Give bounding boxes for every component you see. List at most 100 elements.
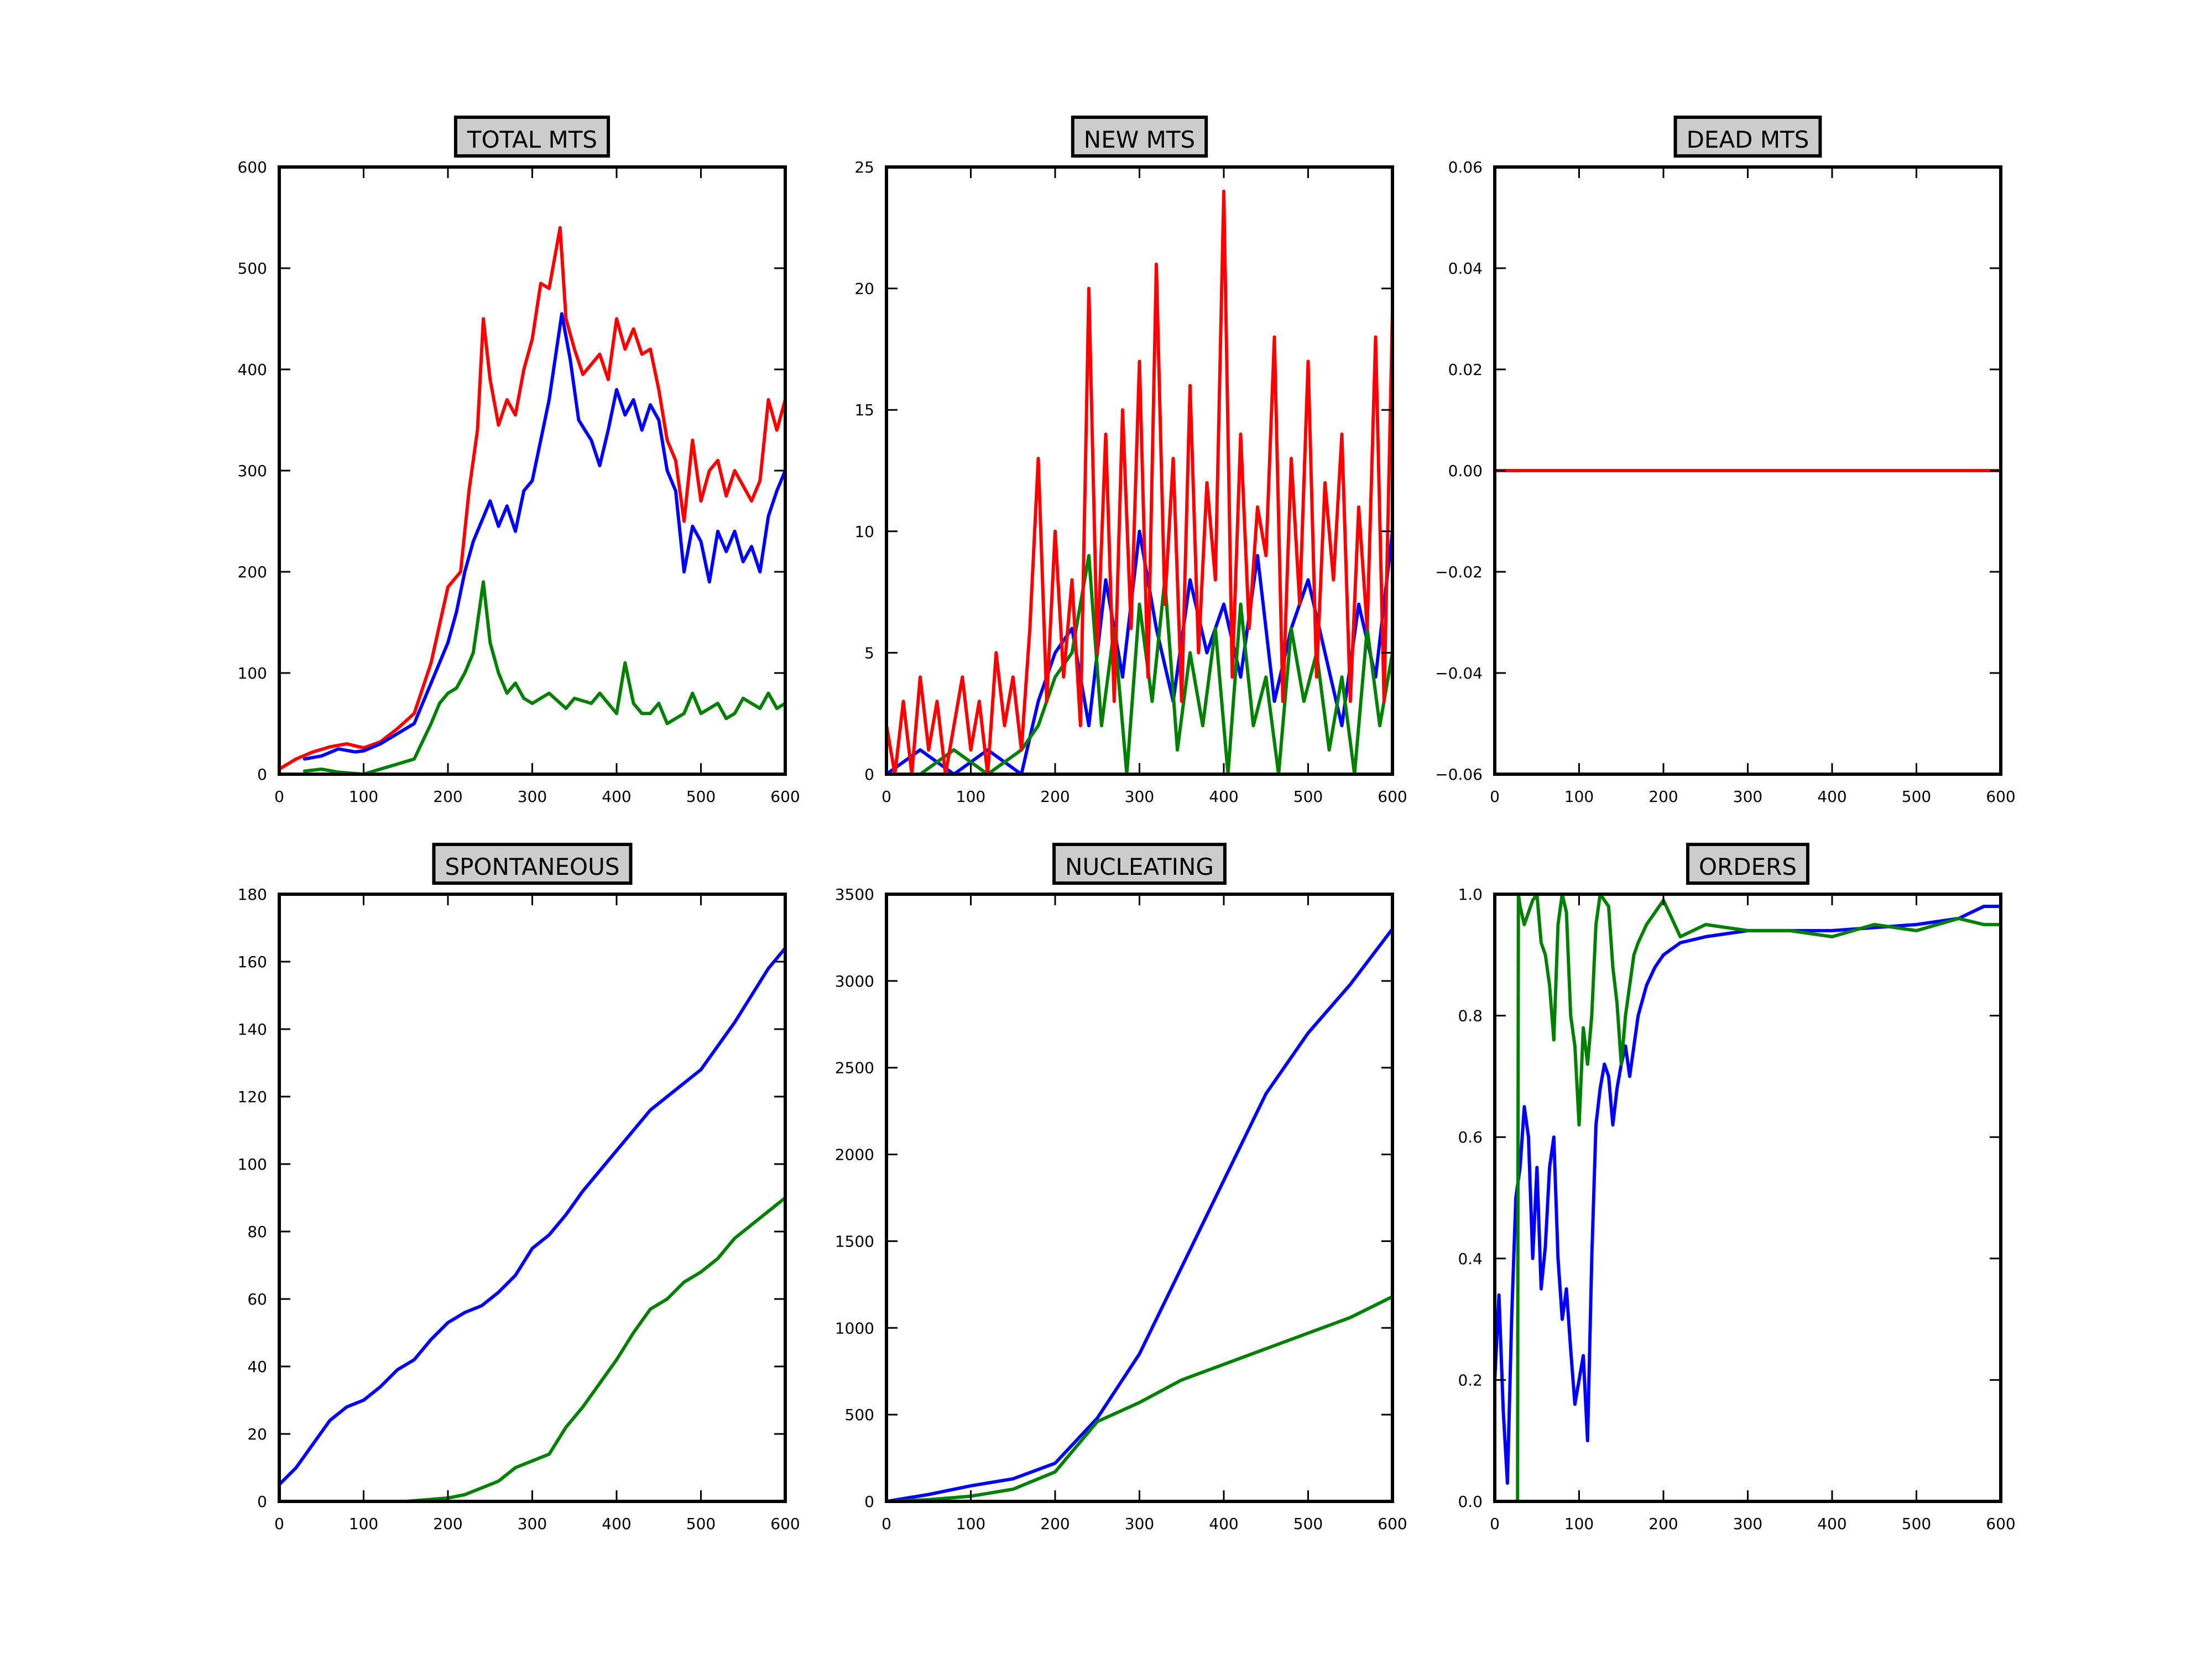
chart-title: DEAD MTS bbox=[1673, 116, 1822, 158]
series-line-1 bbox=[1495, 905, 2001, 1485]
x-tick-label: 100 bbox=[956, 1515, 985, 1533]
axes-frame bbox=[278, 893, 787, 1503]
chart-panel-6: 0 100 200 300 400 500 600 0.0 0.2 0.4 0.6 0.8 1.0 ORD… bbox=[1458, 843, 2016, 1533]
y-tick-label: 500 bbox=[238, 259, 267, 278]
x-tick-label: 200 bbox=[1648, 1515, 1678, 1533]
x-tick-label: 300 bbox=[518, 1515, 547, 1533]
x-tick-label: 600 bbox=[1986, 787, 2015, 806]
y-tick-label: 120 bbox=[238, 1088, 267, 1106]
y-tick-label: 0.4 bbox=[1458, 1250, 1483, 1268]
x-tick-label: 500 bbox=[1902, 1515, 1931, 1533]
y-tick-label: 3000 bbox=[835, 972, 874, 990]
series-line-1 bbox=[279, 226, 785, 771]
chart-title-text: DEAD MTS bbox=[1687, 126, 1809, 153]
y-tick-label: −0.06 bbox=[1435, 765, 1483, 784]
chart-title: NEW MTS bbox=[1071, 116, 1208, 158]
y-tick-label: 2500 bbox=[835, 1059, 874, 1077]
x-tick-label: 100 bbox=[349, 1515, 378, 1533]
chart-title-text: NEW MTS bbox=[1084, 126, 1195, 153]
title-box bbox=[453, 116, 611, 158]
x-tick-label: 200 bbox=[433, 787, 462, 806]
y-tick-label: 0 bbox=[864, 1493, 874, 1511]
x-tick-label: 300 bbox=[1125, 1515, 1154, 1533]
series-line-1 bbox=[279, 946, 785, 1486]
x-tick-label: 500 bbox=[1293, 787, 1323, 806]
x-tick-label: 300 bbox=[1733, 787, 1762, 806]
y-tick-label: 0.0 bbox=[1458, 1493, 1483, 1511]
x-tick-label: 500 bbox=[686, 1515, 716, 1533]
y-tick-label: 10 bbox=[854, 523, 874, 541]
x-tick-label: 0 bbox=[881, 787, 891, 806]
y-tick-label: 180 bbox=[238, 885, 267, 904]
x-tick-label: 100 bbox=[1564, 787, 1594, 806]
y-tick-label: 20 bbox=[247, 1425, 267, 1443]
title-box bbox=[1686, 843, 1809, 885]
title-box bbox=[1071, 116, 1208, 158]
y-tick-label: 140 bbox=[238, 1020, 267, 1039]
title-box bbox=[1052, 843, 1227, 885]
y-tick-label: 1000 bbox=[835, 1319, 874, 1337]
y-tick-label: 3500 bbox=[835, 885, 874, 904]
x-tick-label: 200 bbox=[1040, 787, 1070, 806]
chart-panel-5: 0 100 200 300 400 500 600 0 500 1000 1500 2000 2500 3… bbox=[835, 843, 1407, 1533]
y-tick-label: 0.04 bbox=[1448, 259, 1483, 278]
chart-panel-3: 0 100 200 300 400 500 600 −0.06 −0.04 −0.02 0.00 0.… bbox=[1435, 116, 2016, 806]
y-tick-label: 0.2 bbox=[1458, 1371, 1483, 1389]
chart-panel-1: 0 100 200 300 400 500 600 0 100 200 300 400 500 600 TO… bbox=[238, 116, 800, 806]
x-tick-label: 400 bbox=[1209, 787, 1238, 806]
y-tick-label: 20 bbox=[854, 280, 874, 298]
x-tick-label: 500 bbox=[686, 787, 716, 806]
x-tick-label: 200 bbox=[1648, 787, 1678, 806]
title-box bbox=[1673, 116, 1822, 158]
y-tick-label: 0.06 bbox=[1448, 158, 1483, 176]
axes-frame bbox=[885, 893, 1394, 1503]
x-tick-label: 500 bbox=[1902, 787, 1931, 806]
y-tick-label: 100 bbox=[238, 1155, 267, 1173]
x-tick-label: 200 bbox=[433, 1515, 462, 1533]
chart-title-text: ORDERS bbox=[1699, 853, 1797, 880]
y-tick-label: −0.04 bbox=[1435, 664, 1483, 682]
y-tick-label: 15 bbox=[854, 401, 874, 419]
chart-title: NUCLEATING bbox=[1052, 843, 1227, 885]
chart-title-text: TOTAL MTS bbox=[467, 126, 597, 153]
series-line-2 bbox=[886, 1295, 1392, 1501]
chart-panel-4: 0 100 200 300 400 500 600 0 20 40 60 80 100 120 140 160… bbox=[238, 843, 800, 1533]
y-tick-label: 0.6 bbox=[1458, 1128, 1483, 1146]
x-tick-label: 400 bbox=[602, 787, 631, 806]
chart-title: SPONTANEOUS bbox=[432, 843, 633, 885]
x-tick-label: 400 bbox=[1817, 787, 1846, 806]
y-tick-label: 2000 bbox=[835, 1146, 874, 1164]
series-line-3 bbox=[302, 580, 785, 774]
x-tick-label: 600 bbox=[1378, 1515, 1407, 1533]
y-tick-label: 500 bbox=[845, 1406, 874, 1424]
x-tick-label: 600 bbox=[770, 787, 800, 806]
x-tick-label: 100 bbox=[1564, 1515, 1594, 1533]
y-tick-label: 0 bbox=[864, 765, 874, 784]
y-tick-label: 0.02 bbox=[1448, 361, 1483, 379]
y-tick-label: 5 bbox=[864, 644, 874, 662]
y-tick-label: 60 bbox=[247, 1290, 267, 1308]
x-tick-label: 0 bbox=[274, 1515, 284, 1533]
chart-panel-2: 0 100 200 300 400 500 600 0 5 10 15 20 25 NEW MTS bbox=[854, 116, 1407, 806]
chart-title-text: NUCLEATING bbox=[1065, 853, 1214, 880]
y-tick-label: 80 bbox=[247, 1223, 267, 1241]
y-tick-label: 0.00 bbox=[1448, 462, 1483, 480]
x-tick-label: 400 bbox=[1817, 1515, 1846, 1533]
y-tick-label: 25 bbox=[854, 158, 874, 176]
x-tick-label: 400 bbox=[1209, 1515, 1238, 1533]
x-tick-label: 600 bbox=[1378, 787, 1407, 806]
x-tick-label: 0 bbox=[1490, 787, 1500, 806]
x-tick-label: 0 bbox=[881, 1515, 891, 1533]
x-tick-label: 100 bbox=[956, 787, 985, 806]
x-tick-label: 600 bbox=[1986, 1515, 2015, 1533]
y-tick-label: 300 bbox=[238, 462, 267, 480]
x-tick-label: 200 bbox=[1040, 1515, 1070, 1533]
x-tick-label: 600 bbox=[770, 1515, 800, 1533]
x-tick-label: 300 bbox=[518, 787, 547, 806]
y-tick-label: 600 bbox=[238, 158, 267, 176]
y-tick-label: 0.8 bbox=[1458, 1007, 1483, 1025]
y-tick-label: 0 bbox=[257, 1493, 267, 1511]
series-line-2 bbox=[886, 554, 1392, 774]
y-tick-label: 1.0 bbox=[1458, 885, 1483, 904]
